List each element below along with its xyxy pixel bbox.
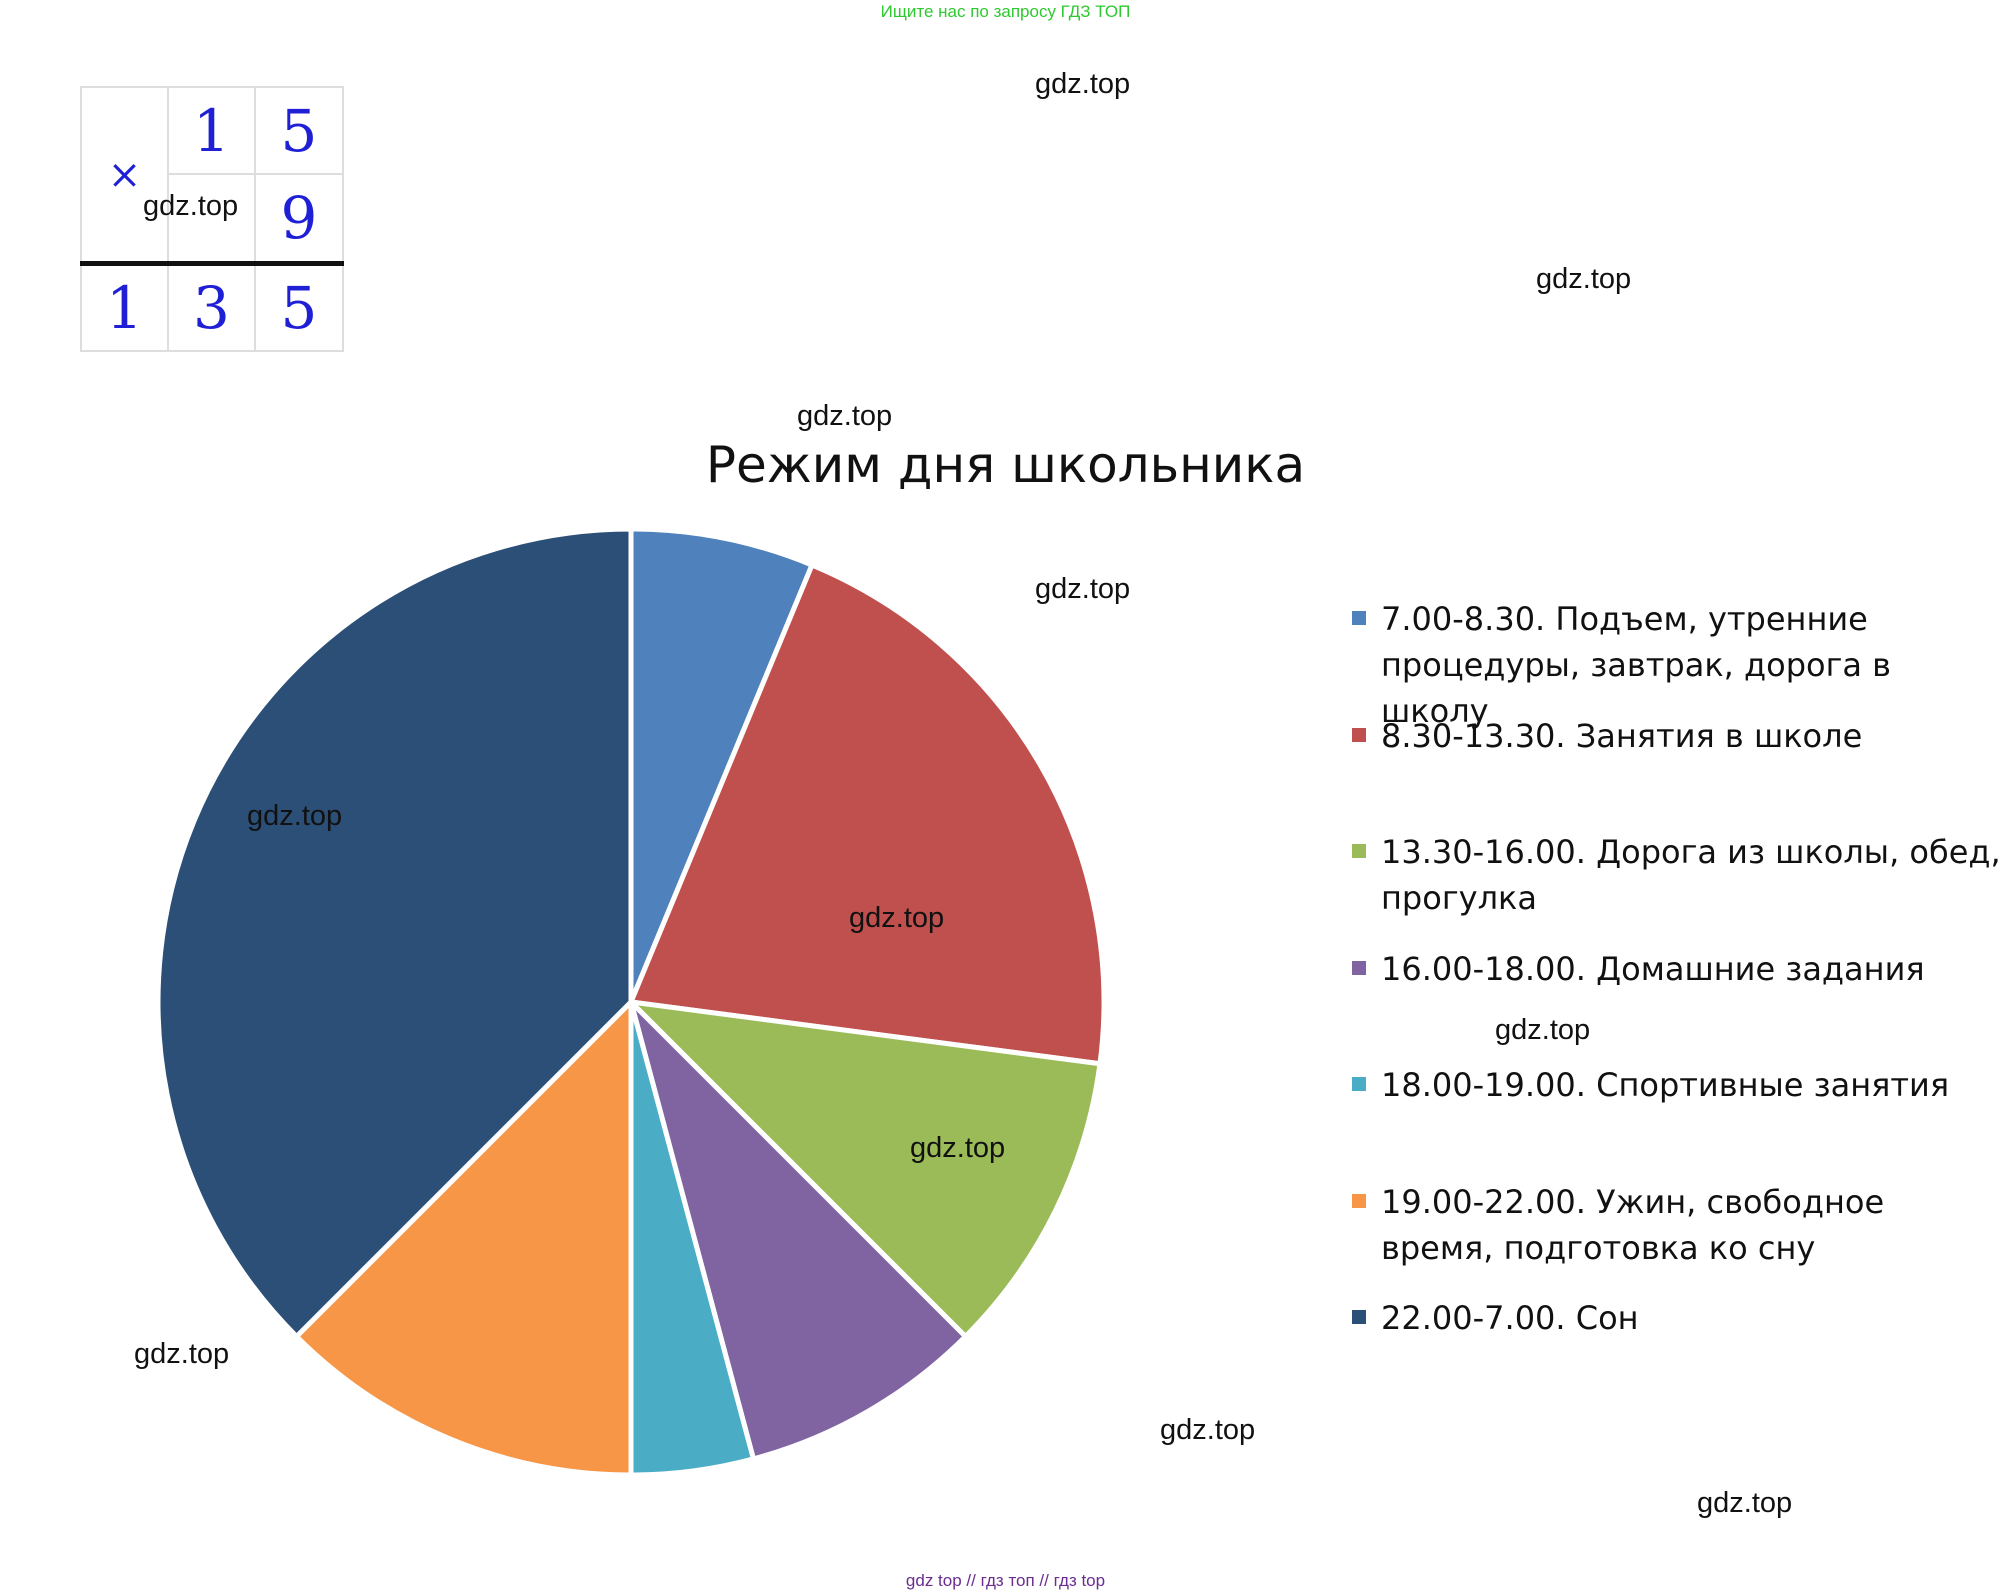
legend-label: 13.30-16.00. Дорога из школы, обед, прог… [1381,833,2001,917]
watermark: gdz.top [1536,263,1632,295]
legend-swatch [1352,1194,1366,1208]
legend-label: 19.00-22.00. Ужин, свободное время, подг… [1381,1183,1885,1267]
result-digit-3: 5 [254,264,344,352]
result-digit-2: 3 [167,264,256,352]
pie-slice-3 [628,999,1103,1339]
pie-slice-7 [155,526,634,1339]
legend-label: 22.00-7.00. Сон [1381,1299,1639,1337]
legend-swatch [1352,611,1366,625]
watermark: gdz.top [1035,573,1131,605]
watermark: gdz.top [1035,68,1131,100]
pie-slice-2 [628,562,1107,1067]
pie-slice-6 [294,999,634,1478]
watermark: gdz.top [849,902,945,934]
watermark: gdz.top [1160,1414,1256,1446]
chart-title: Режим дня школьника [705,436,1306,494]
watermark: gdz.top [134,1338,230,1370]
legend-swatch [1352,1077,1366,1091]
legend-swatch [1352,961,1366,975]
legend-label: 18.00-19.00. Спортивные занятия [1381,1066,1950,1104]
legend-label: 16.00-18.00. Домашние задания [1381,950,1925,988]
watermark: gdz.top [1697,1487,1793,1519]
legend-swatch [1352,844,1366,858]
watermark: gdz.top [797,400,893,432]
multiplication-table: × 1 5 9 1 3 5 [80,86,344,352]
footer-links: gdz top // гдз топ // гдз top [905,1571,1106,1590]
watermark: gdz.top [1495,1014,1591,1046]
watermark: gdz.top [143,190,239,222]
legend-swatch [1352,728,1366,742]
watermark: gdz.top [910,1132,1006,1164]
pie-slice-4 [628,999,968,1462]
pie-slice-1 [628,526,815,1005]
result-rule [80,261,344,266]
legend-swatch [1352,1310,1366,1324]
watermark: gdz.top [247,800,343,832]
top-note: Ищите нас по запросу ГДЗ ТОП [880,2,1131,21]
legend-label: 7.00-8.30. Подъем, утренние процедуры, з… [1381,600,1892,730]
legend-label: 8.30-13.30. Занятия в школе [1381,717,1863,755]
